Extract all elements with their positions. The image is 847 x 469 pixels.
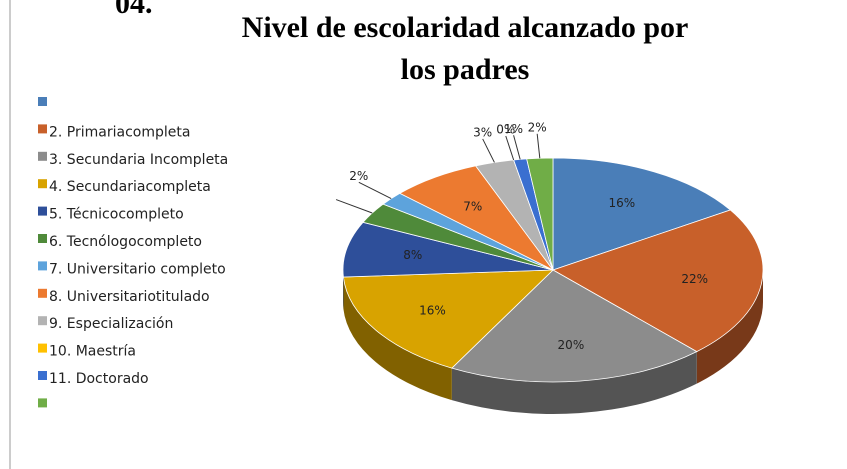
slice	[552, 157, 732, 271]
legend-label: 4. Secundariacompleta	[49, 179, 211, 195]
data-label: 2%	[528, 120, 547, 134]
data-label: 2%	[349, 169, 368, 183]
chart-title: Nivel de escolaridad alcanzado por	[242, 11, 689, 44]
data-label: 3%	[473, 125, 492, 139]
slice	[552, 209, 764, 353]
leader-line	[513, 135, 521, 160]
leader-line	[505, 135, 515, 161]
legend-label: 2. Primariacompleta	[49, 124, 190, 140]
leader-line	[358, 181, 392, 200]
legend-swatch	[38, 234, 47, 243]
legend-swatch	[38, 206, 47, 216]
data-label: 16%	[608, 196, 635, 210]
legend-label: 5. Técnicocompleto	[49, 207, 184, 223]
leader-line	[482, 138, 495, 163]
leader-line	[335, 199, 373, 214]
legend-label: 8. Universitariotitulado	[49, 289, 210, 305]
legend-swatch	[38, 151, 47, 161]
chart-title: los padres	[401, 53, 530, 86]
data-label: 16%	[419, 303, 446, 317]
legend-label: 7. Universitario completo	[49, 261, 226, 277]
legend-swatch	[38, 97, 47, 106]
legend-label: 6. Tecnólogocompleto	[49, 234, 202, 250]
data-label: 8%	[403, 248, 422, 262]
legend-swatch	[38, 124, 47, 134]
legend-swatch	[38, 398, 47, 408]
legend-swatch	[38, 316, 47, 326]
data-label: 22%	[681, 272, 708, 286]
data-label: 20%	[558, 338, 585, 352]
legend-swatch	[38, 371, 47, 380]
slice-side	[343, 277, 452, 401]
leader-line	[536, 133, 541, 159]
data-label: 7%	[463, 200, 482, 214]
slice	[451, 269, 698, 383]
legend-swatch	[38, 343, 47, 353]
legend-swatch	[38, 179, 47, 189]
data-label: 0%	[496, 122, 515, 136]
legend-label: 3. Secundaria Incompleta	[49, 152, 228, 168]
legend-label: 11. Doctorado	[49, 371, 149, 387]
slice	[342, 269, 555, 369]
slice-side	[696, 270, 763, 384]
legend-swatch	[38, 288, 47, 298]
chart-number: 04.	[115, 0, 153, 20]
legend-label: 10. Maestría	[49, 344, 136, 360]
legend-swatch	[38, 261, 47, 271]
data-label: 1%	[504, 122, 523, 136]
slice	[342, 221, 554, 278]
legend-label: 9. Especialización	[49, 316, 173, 332]
slice-side	[451, 351, 697, 414]
